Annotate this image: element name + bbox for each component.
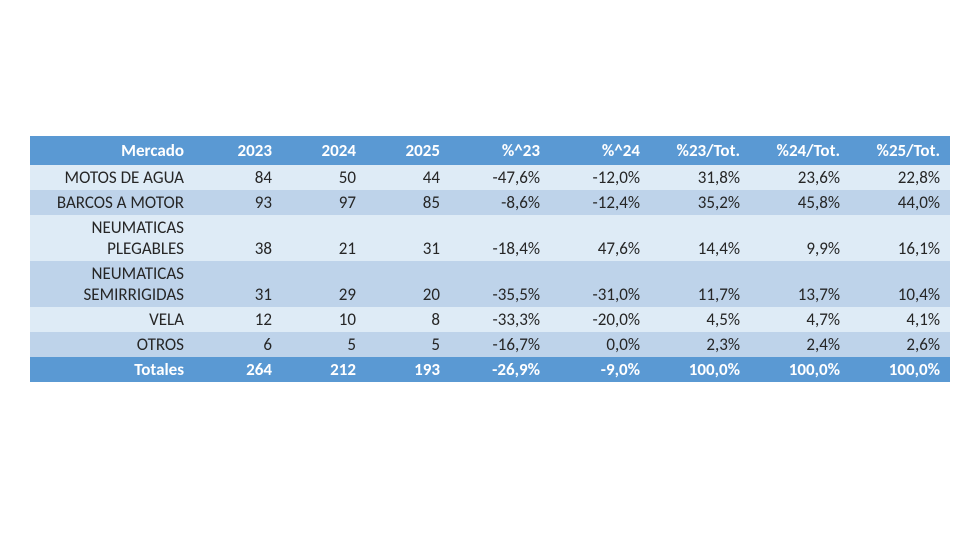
market-summary-table: Mercado 2023 2024 2025 %^23 %^24 %23/Tot… <box>30 136 950 382</box>
col-header: %24/Tot. <box>750 136 850 165</box>
table-row: BARCOS A MOTOR 93 97 85 -8,6% -12,4% 35,… <box>30 190 950 215</box>
cell: 84 <box>198 165 282 190</box>
cell: 29 <box>282 284 366 307</box>
col-header: 2025 <box>366 136 450 165</box>
cell: -16,7% <box>450 332 550 357</box>
table-row: NEUMATICAS <box>30 261 950 284</box>
cell: 9,9% <box>750 238 850 261</box>
cell: 31 <box>198 284 282 307</box>
cell: -8,6% <box>450 190 550 215</box>
total-cell: 100,0% <box>750 357 850 382</box>
cell: 31 <box>366 238 450 261</box>
table-row: NEUMATICAS <box>30 215 950 238</box>
col-header: %25/Tot. <box>850 136 950 165</box>
cell: -12,0% <box>550 165 650 190</box>
cell: 13,7% <box>750 284 850 307</box>
cell: 85 <box>366 190 450 215</box>
cell: 45,8% <box>750 190 850 215</box>
cell: 11,7% <box>650 284 750 307</box>
cell: 4,7% <box>750 307 850 332</box>
total-cell: 100,0% <box>650 357 750 382</box>
cell: 21 <box>282 238 366 261</box>
table-totals-row: Totales 264 212 193 -26,9% -9,0% 100,0% … <box>30 357 950 382</box>
col-header: 2024 <box>282 136 366 165</box>
cell: 38 <box>198 238 282 261</box>
col-header: Mercado <box>30 136 198 165</box>
table-row: SEMIRRIGIDAS 31 29 20 -35,5% -31,0% 11,7… <box>30 284 950 307</box>
cell: 35,2% <box>650 190 750 215</box>
row-label: OTROS <box>30 332 198 357</box>
table-row: OTROS 6 5 5 -16,7% 0,0% 2,3% 2,4% 2,6% <box>30 332 950 357</box>
row-label: PLEGABLES <box>30 238 198 261</box>
row-label: VELA <box>30 307 198 332</box>
total-cell: -9,0% <box>550 357 650 382</box>
cell: 4,5% <box>650 307 750 332</box>
row-label: BARCOS A MOTOR <box>30 190 198 215</box>
row-label: NEUMATICAS <box>30 215 198 238</box>
cell: -31,0% <box>550 284 650 307</box>
col-header: %^23 <box>450 136 550 165</box>
cell: 20 <box>366 284 450 307</box>
cell: -33,3% <box>450 307 550 332</box>
col-header: %23/Tot. <box>650 136 750 165</box>
cell: 5 <box>366 332 450 357</box>
cell: -12,4% <box>550 190 650 215</box>
cell: 14,4% <box>650 238 750 261</box>
cell: 2,6% <box>850 332 950 357</box>
cell: 8 <box>366 307 450 332</box>
cell: -20,0% <box>550 307 650 332</box>
cell: 97 <box>282 190 366 215</box>
cell: 0,0% <box>550 332 650 357</box>
cell: 47,6% <box>550 238 650 261</box>
table-row: VELA 12 10 8 -33,3% -20,0% 4,5% 4,7% 4,1… <box>30 307 950 332</box>
total-label: Totales <box>30 357 198 382</box>
cell: -47,6% <box>450 165 550 190</box>
cell: 44 <box>366 165 450 190</box>
cell: 31,8% <box>650 165 750 190</box>
row-label: SEMIRRIGIDAS <box>30 284 198 307</box>
col-header: 2023 <box>198 136 282 165</box>
cell: 5 <box>282 332 366 357</box>
cell: 93 <box>198 190 282 215</box>
total-cell: 212 <box>282 357 366 382</box>
cell: -35,5% <box>450 284 550 307</box>
total-cell: 100,0% <box>850 357 950 382</box>
cell: 10,4% <box>850 284 950 307</box>
cell: 6 <box>198 332 282 357</box>
table-header-row: Mercado 2023 2024 2025 %^23 %^24 %23/Tot… <box>30 136 950 165</box>
table-row: MOTOS DE AGUA 84 50 44 -47,6% -12,0% 31,… <box>30 165 950 190</box>
cell: 44,0% <box>850 190 950 215</box>
cell: 4,1% <box>850 307 950 332</box>
cell: 2,3% <box>650 332 750 357</box>
row-label: NEUMATICAS <box>30 261 198 284</box>
cell: 2,4% <box>750 332 850 357</box>
col-header: %^24 <box>550 136 650 165</box>
cell: 22,8% <box>850 165 950 190</box>
total-cell: 193 <box>366 357 450 382</box>
table-row: PLEGABLES 38 21 31 -18,4% 47,6% 14,4% 9,… <box>30 238 950 261</box>
cell: 50 <box>282 165 366 190</box>
cell: 12 <box>198 307 282 332</box>
row-label: MOTOS DE AGUA <box>30 165 198 190</box>
total-cell: -26,9% <box>450 357 550 382</box>
cell: 16,1% <box>850 238 950 261</box>
cell: -18,4% <box>450 238 550 261</box>
table-body: MOTOS DE AGUA 84 50 44 -47,6% -12,0% 31,… <box>30 165 950 382</box>
cell: 23,6% <box>750 165 850 190</box>
cell: 10 <box>282 307 366 332</box>
total-cell: 264 <box>198 357 282 382</box>
